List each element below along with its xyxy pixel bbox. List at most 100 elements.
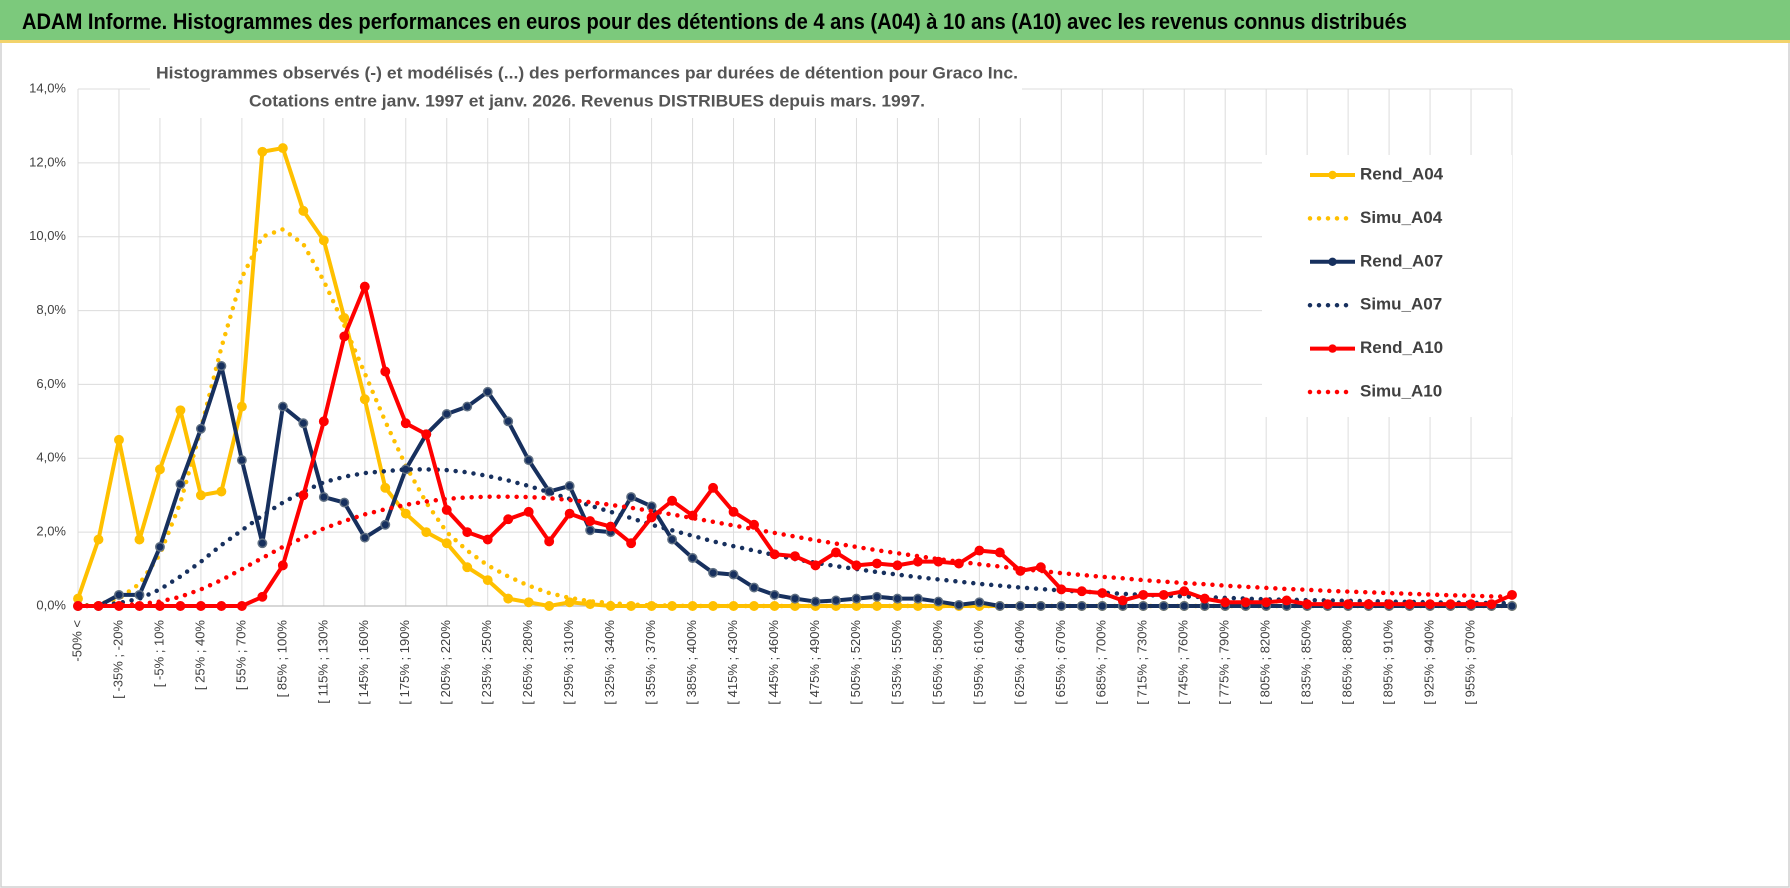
point (1486, 599, 1497, 610)
point (441, 538, 452, 549)
x-tick-label: [ 805% ; 820% (1258, 620, 1273, 705)
title-box (150, 58, 1022, 118)
point (421, 527, 432, 538)
point (216, 361, 227, 371)
point (441, 409, 452, 419)
point (482, 386, 493, 397)
point (298, 205, 309, 216)
point (298, 490, 309, 501)
point (974, 597, 985, 608)
point (380, 366, 391, 377)
point (257, 538, 268, 549)
point (114, 434, 124, 445)
point (1445, 599, 1456, 610)
legend-label: Rend_A10 (1360, 338, 1443, 357)
y-tick-label: 2,0% (36, 524, 66, 539)
point (216, 601, 227, 611)
point (359, 532, 370, 543)
point (1076, 586, 1087, 597)
chart-title: Cotations entre janv. 1997 et janv. 2026… (249, 91, 925, 110)
point (790, 593, 800, 604)
point (1199, 593, 1210, 604)
point (503, 416, 514, 427)
point (1179, 601, 1190, 611)
point (195, 490, 206, 501)
point (236, 601, 247, 611)
x-tick-label: [ 925% ; 940% (1421, 620, 1436, 705)
point (1363, 599, 1374, 610)
y-tick-label: 14,0% (29, 80, 66, 95)
point (564, 597, 575, 608)
point (1015, 601, 1026, 611)
point (708, 482, 719, 493)
point (482, 534, 493, 545)
point (708, 567, 719, 578)
point (503, 593, 514, 604)
point (810, 596, 821, 607)
point (626, 538, 637, 549)
point (626, 492, 637, 503)
point (523, 597, 534, 608)
point (462, 527, 473, 538)
x-tick-label: [ 535% ; 550% (889, 620, 904, 705)
x-tick-label: [ 355% ; 370% (643, 620, 658, 705)
point (1322, 599, 1333, 610)
point (257, 591, 268, 602)
x-tick-label: [ -5% ; 10% (151, 620, 166, 688)
point (687, 553, 698, 563)
x-tick-label: [ 505% ; 520% (848, 620, 863, 705)
page-title: ADAM Informe. Histogrammes des performan… (22, 9, 1407, 34)
point (1261, 597, 1272, 608)
point (1138, 601, 1149, 611)
point (646, 512, 657, 523)
x-tick-label: [ 415% ; 430% (725, 620, 740, 705)
point (892, 593, 903, 604)
point (1425, 599, 1436, 610)
point (544, 601, 555, 611)
y-tick-label: 8,0% (36, 302, 66, 317)
point (421, 429, 432, 440)
point (994, 601, 1005, 611)
point (585, 516, 596, 527)
x-tick-label: [ -35% ; -20% (110, 620, 125, 699)
banner (0, 0, 1790, 42)
point (1076, 601, 1087, 611)
x-tick-label: [ 85% ; 100% (274, 620, 289, 698)
point (871, 591, 882, 602)
point (400, 508, 411, 519)
point (359, 394, 370, 405)
point (1281, 595, 1292, 606)
x-tick-label: [ 295% ; 310% (561, 620, 576, 705)
x-tick-label: [ 55% ; 70% (233, 620, 248, 691)
point (851, 560, 862, 571)
point (380, 482, 391, 493)
point (1097, 588, 1108, 599)
point (851, 593, 862, 604)
point (195, 423, 206, 434)
legend-label: Simu_A07 (1360, 295, 1442, 314)
point (790, 551, 800, 562)
point (503, 514, 514, 525)
x-tick-label: [ 715% ; 730% (1135, 620, 1150, 705)
point (892, 560, 903, 571)
point (195, 601, 206, 611)
point (298, 418, 309, 429)
point (994, 547, 1005, 558)
point (1240, 597, 1251, 608)
x-tick-label: [ 895% ; 910% (1381, 620, 1396, 705)
point (1343, 599, 1354, 610)
x-tick-label: [ 775% ; 790% (1217, 620, 1232, 705)
y-tick-label: 10,0% (29, 228, 66, 243)
legend-marker (1328, 170, 1337, 180)
x-tick-label: [ 385% ; 400% (684, 620, 699, 705)
point (728, 506, 739, 517)
banner-edge (0, 40, 1790, 43)
x-tick-label: [ 115% ; 130% (315, 620, 330, 704)
point (1158, 589, 1169, 600)
y-tick-label: 12,0% (29, 154, 66, 169)
point (318, 416, 329, 427)
x-tick-label: [ 835% ; 850% (1299, 620, 1314, 705)
point (585, 525, 596, 536)
